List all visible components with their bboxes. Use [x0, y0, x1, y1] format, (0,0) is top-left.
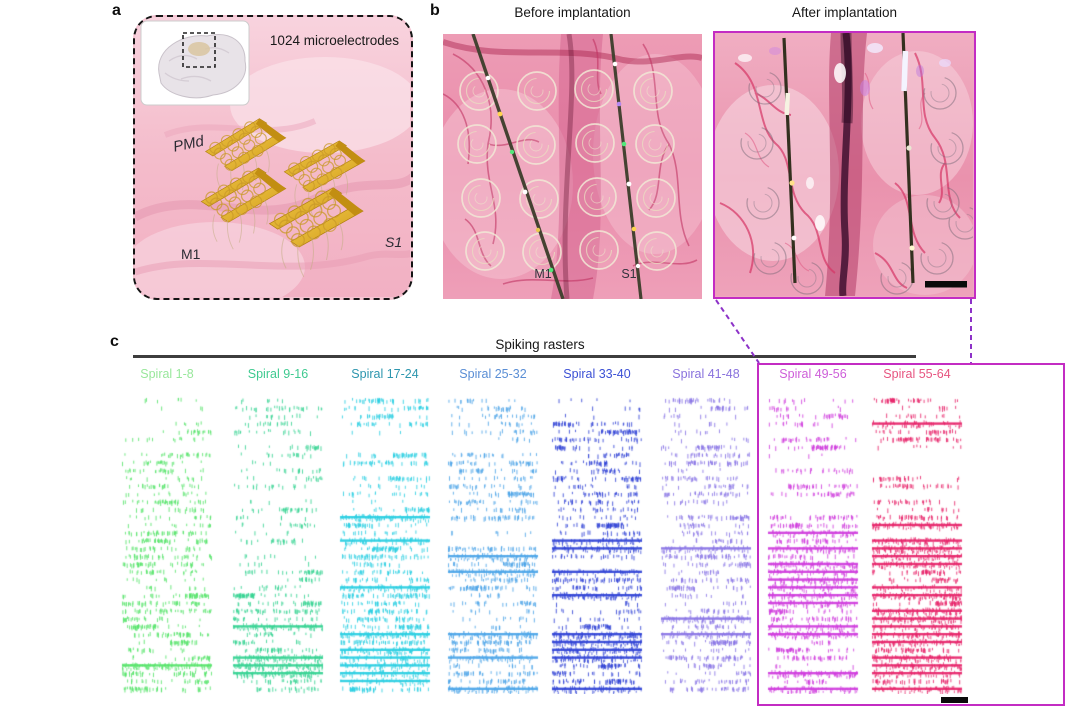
central-vessel	[562, 34, 575, 299]
implant-site	[188, 42, 210, 56]
brain-inset	[140, 20, 250, 106]
region-label-m1: M1	[181, 246, 201, 262]
panel-a-label: a	[112, 2, 121, 19]
region-label-pmd: PMd	[172, 133, 206, 156]
before-implantation-photo: M1 S1	[443, 34, 702, 299]
spiral-column-label: Spiral 9-16	[247, 367, 309, 381]
before-implantation-title: Before implantation	[514, 5, 631, 20]
central-vessel	[839, 33, 852, 296]
brain-surface-illustration: 1024 microelectrodes PMd M1 S1	[135, 17, 410, 297]
specular-glints	[738, 43, 951, 231]
spiral-column-label: Spiral 17-24	[351, 367, 419, 381]
spiral-column-label: Spiral 25-32	[459, 367, 527, 381]
spike-raster-column	[767, 396, 859, 694]
region-label-s1: S1	[385, 234, 402, 250]
spiking-rasters-title: Spiking rasters	[495, 337, 585, 352]
panel-a-illustration: 1024 microelectrodes PMd M1 S1	[133, 15, 413, 300]
photo-region-m1: M1	[534, 267, 551, 281]
electrode-shanks	[471, 34, 643, 299]
spike-raster-column	[339, 396, 431, 694]
spike-raster-column	[660, 396, 752, 694]
spiral-column-label: Spiral 55-64	[883, 367, 951, 381]
after-implantation-title: After implantation	[791, 5, 898, 20]
photo-region-s1: S1	[621, 267, 636, 281]
spike-raster-column	[551, 396, 643, 694]
sulcus-line	[135, 173, 410, 222]
spike-raster-column	[121, 396, 213, 694]
microelectrodes-title: 1024 microelectrodes	[270, 33, 399, 48]
spike-raster-column	[447, 396, 539, 694]
spiral-column-label: Spiral 1-8	[140, 367, 194, 381]
inset-highlight-square	[182, 32, 216, 68]
after-implantation-photo	[713, 31, 976, 299]
electrode-shanks	[782, 33, 915, 284]
implanted-spirals-highlight-box	[757, 363, 1065, 706]
rasters-header-rule	[133, 355, 916, 358]
scale-bar	[941, 697, 968, 703]
spiral-column-label: Spiral 33-40	[563, 367, 631, 381]
spike-raster-column	[232, 396, 324, 694]
spiral-column-label: Spiral 41-48	[672, 367, 740, 381]
panel-c-label: c	[110, 333, 119, 350]
scale-bar	[925, 281, 967, 288]
panel-b-label: b	[430, 2, 440, 19]
spiral-column-label: Spiral 49-56	[779, 367, 847, 381]
spike-raster-column	[871, 396, 963, 694]
